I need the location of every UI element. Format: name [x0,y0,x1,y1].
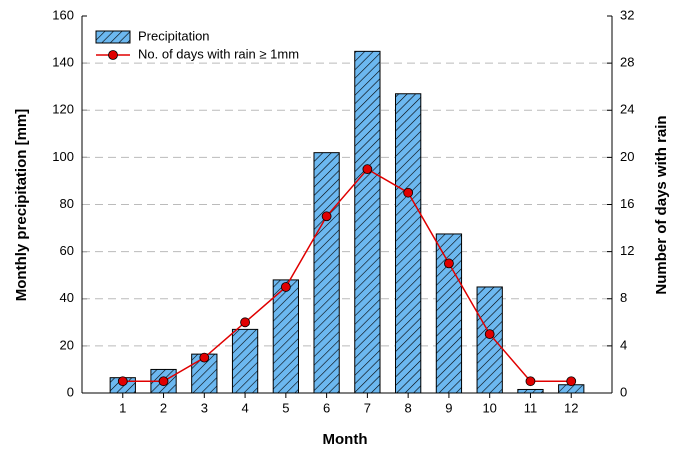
y2-tick-label: 12 [620,243,634,258]
y2-tick-label: 28 [620,55,634,70]
x-tick-label: 5 [282,400,289,415]
bar [231,328,259,394]
x-tick-label: 2 [160,400,167,415]
y-tick-label: 140 [52,55,74,70]
line [122,168,572,382]
y-axis-label: Monthly precipitation [mm] [13,109,30,302]
point [403,187,414,198]
x-tick-label: 3 [201,400,208,415]
x-tick-label: 9 [445,400,452,415]
bar [395,93,422,394]
legend-swatch [95,30,131,44]
y-tick-label: 0 [67,384,74,399]
x-tick-label: 8 [405,400,412,415]
y-tick-label: 60 [60,243,74,258]
point [280,282,291,292]
x-tick-label: 4 [241,400,248,415]
x-tick-label: 7 [364,400,371,415]
point [199,352,210,363]
legend-label: No. of days with rain ≥ 1mm [138,46,299,61]
point [117,376,128,387]
y-tick-label: 20 [60,337,74,352]
point [240,317,250,328]
point [158,376,169,387]
y2-tick-label: 32 [620,7,634,22]
point [444,258,454,269]
y2-tick-label: 8 [620,290,627,305]
point [525,376,536,387]
y2-tick-label: 16 [620,196,634,211]
y2-axis-label: Number of days with rain [653,115,670,294]
point [362,164,373,175]
x-tick-label: 1 [119,400,126,415]
x-tick-label: 11 [524,400,538,415]
bar [313,152,340,394]
y2-tick-label: 20 [620,149,634,164]
bar [517,388,544,394]
point [566,376,577,387]
point [484,329,495,339]
y-tick-label: 40 [60,290,74,305]
y-tick-label: 120 [52,102,74,117]
x-tick-label: 10 [482,400,496,415]
y-tick-label: 80 [60,196,74,211]
y2-tick-label: 4 [620,337,627,352]
y-tick-label: 160 [52,7,74,22]
x-tick-label: 12 [564,400,578,415]
bar [435,233,463,394]
y-tick-label: 100 [52,149,74,164]
bar [476,286,503,394]
legend-label: Precipitation [138,28,210,43]
x-tick-label: 6 [323,400,330,415]
point [321,211,332,222]
x-axis-label: Month [323,431,368,448]
bar [354,50,381,394]
bar [272,279,299,394]
legend-marker [108,50,118,60]
y2-tick-label: 24 [620,102,634,117]
y2-tick-label: 0 [620,384,627,399]
